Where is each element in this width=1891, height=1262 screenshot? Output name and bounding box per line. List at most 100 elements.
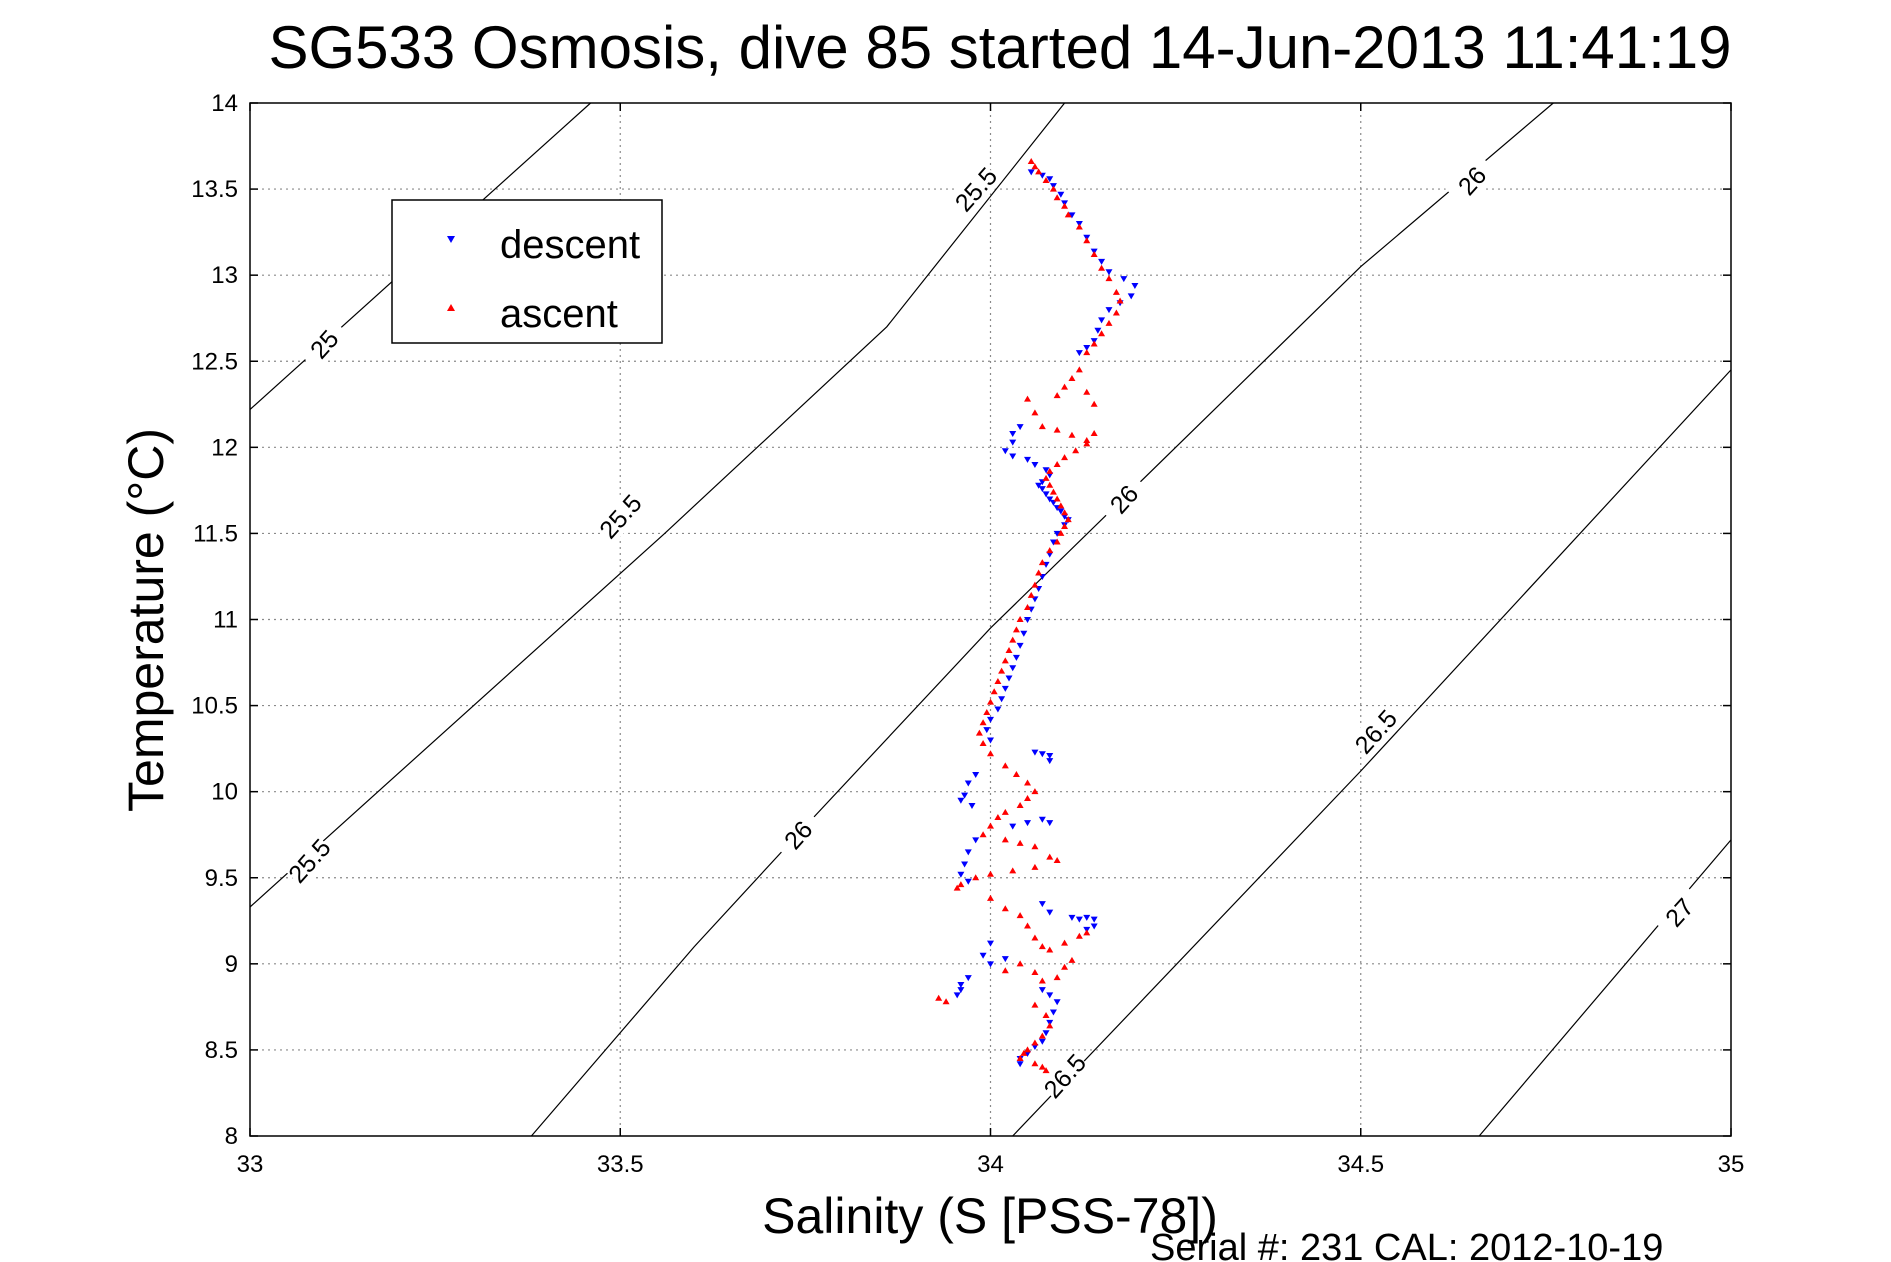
ascent-point bbox=[1038, 423, 1046, 430]
descent-point bbox=[1031, 749, 1039, 756]
isopycnal-label-bg bbox=[771, 807, 825, 862]
isopycnal-label: 26.5 bbox=[1039, 1049, 1092, 1104]
descent-point bbox=[1038, 901, 1046, 908]
descent-point bbox=[1001, 956, 1009, 963]
legend-ascent-marker bbox=[447, 304, 455, 311]
descent-point bbox=[1016, 642, 1024, 649]
ascent-point bbox=[1016, 839, 1024, 846]
ascent-point bbox=[1057, 529, 1065, 536]
ascent-point bbox=[1090, 251, 1098, 258]
ascent-point bbox=[1083, 388, 1091, 395]
ascent-point bbox=[1031, 1039, 1039, 1046]
ascent-point bbox=[1035, 168, 1043, 175]
ascent-point bbox=[987, 894, 994, 901]
axis-ticks: 33 33.5 34 34.5 35 8 8.5 9 9.5 10 10.5 11 11.5 12 12.5… bbox=[191, 90, 1744, 1178]
descent-point bbox=[1053, 530, 1061, 537]
isopycnal-label-bg bbox=[1652, 884, 1706, 940]
ascent-point bbox=[1016, 960, 1024, 967]
ascent-point bbox=[1049, 488, 1057, 495]
ascent-point bbox=[1064, 211, 1072, 218]
descent-point bbox=[1046, 909, 1054, 916]
ascent-point bbox=[1024, 779, 1032, 786]
ascent-point bbox=[935, 994, 943, 1001]
descent-point bbox=[1105, 269, 1113, 276]
ascent-point bbox=[1027, 158, 1035, 165]
ascent-point bbox=[1083, 929, 1091, 936]
y-tick-label: 13 bbox=[211, 262, 238, 289]
ascent-point bbox=[1053, 495, 1061, 502]
ascent-point bbox=[1016, 1055, 1024, 1062]
descent-point bbox=[1027, 169, 1035, 176]
legend-box bbox=[391, 199, 663, 344]
ascent-point bbox=[979, 831, 987, 838]
descent-point bbox=[1127, 293, 1135, 300]
ascent-point bbox=[1046, 1022, 1054, 1029]
y-tick-label: 14 bbox=[211, 90, 238, 117]
ascent-point bbox=[1075, 366, 1083, 373]
descent-point bbox=[957, 981, 965, 988]
descent-point bbox=[972, 837, 980, 844]
x-tick-label: 34.5 bbox=[1337, 1151, 1384, 1178]
descent-point bbox=[1016, 1061, 1024, 1068]
descent-point bbox=[1001, 448, 1009, 455]
ascent-point bbox=[1061, 202, 1069, 209]
ascent-point bbox=[1016, 801, 1024, 808]
ascent-point bbox=[1046, 547, 1054, 554]
ascent-point bbox=[1105, 275, 1113, 282]
ascent-point bbox=[1053, 461, 1061, 468]
isopycnal-line bbox=[1012, 369, 1732, 1137]
descent-point bbox=[961, 792, 969, 799]
descent-point bbox=[1049, 539, 1057, 546]
isopycnal-label-bg bbox=[949, 161, 1003, 217]
isopycnal-label-bg bbox=[593, 488, 647, 544]
descent-point bbox=[1035, 482, 1043, 489]
ascent-point bbox=[987, 822, 994, 829]
descent-point bbox=[1068, 212, 1076, 219]
descent-point bbox=[1046, 496, 1054, 503]
isopycnal-line bbox=[1478, 839, 1732, 1137]
descent-point bbox=[1038, 816, 1046, 823]
descent-point bbox=[1024, 617, 1032, 623]
descent-point bbox=[1131, 282, 1139, 289]
ascent-point bbox=[1024, 603, 1032, 610]
ascent-point bbox=[1005, 646, 1013, 653]
ascent-point bbox=[1012, 770, 1020, 777]
descent-point bbox=[1038, 751, 1046, 758]
descent-point bbox=[1120, 276, 1128, 283]
ascent-point bbox=[1053, 426, 1061, 433]
ascent-point bbox=[1083, 440, 1091, 447]
legend-descent-marker bbox=[447, 236, 455, 243]
ascent-point bbox=[1053, 538, 1061, 545]
ascent-point bbox=[983, 708, 991, 715]
descent-point bbox=[1016, 424, 1024, 431]
ascent-point bbox=[1083, 237, 1091, 244]
footer-serial-cal: Serial #: 231 CAL: 2012-10-19 bbox=[1150, 1227, 1663, 1262]
y-axis-label: Temperature (°C) bbox=[118, 428, 174, 812]
descent-point bbox=[987, 716, 994, 723]
ascent-point bbox=[1042, 474, 1050, 481]
descent-point bbox=[964, 780, 972, 787]
descent-point bbox=[1024, 820, 1032, 827]
descent-point bbox=[957, 797, 965, 804]
x-tick-label: 34 bbox=[977, 1151, 1004, 1178]
x-axis-label: Salinity (S [PSS-78]) bbox=[762, 1188, 1218, 1244]
descent-point bbox=[1098, 317, 1106, 324]
descent-point bbox=[1046, 820, 1054, 827]
ascent-point bbox=[1046, 467, 1054, 474]
ascent-point bbox=[1001, 762, 1009, 769]
ascent-point bbox=[1098, 264, 1106, 271]
y-tick-label: 12.5 bbox=[191, 348, 238, 375]
descent-point bbox=[964, 878, 972, 885]
isopycnal-label-bg bbox=[1445, 153, 1499, 208]
descent-point bbox=[983, 727, 991, 734]
descent-point bbox=[1042, 467, 1050, 474]
ascent-point bbox=[953, 884, 961, 891]
ascent-point bbox=[1012, 626, 1020, 633]
ascent-point bbox=[1024, 795, 1032, 802]
ascent-point bbox=[1035, 569, 1043, 576]
ascent-point bbox=[1031, 1060, 1039, 1067]
ascent-point bbox=[1031, 788, 1039, 795]
ascent-point bbox=[975, 729, 983, 736]
ascent-point bbox=[1046, 853, 1054, 860]
descent-point bbox=[1024, 456, 1032, 463]
